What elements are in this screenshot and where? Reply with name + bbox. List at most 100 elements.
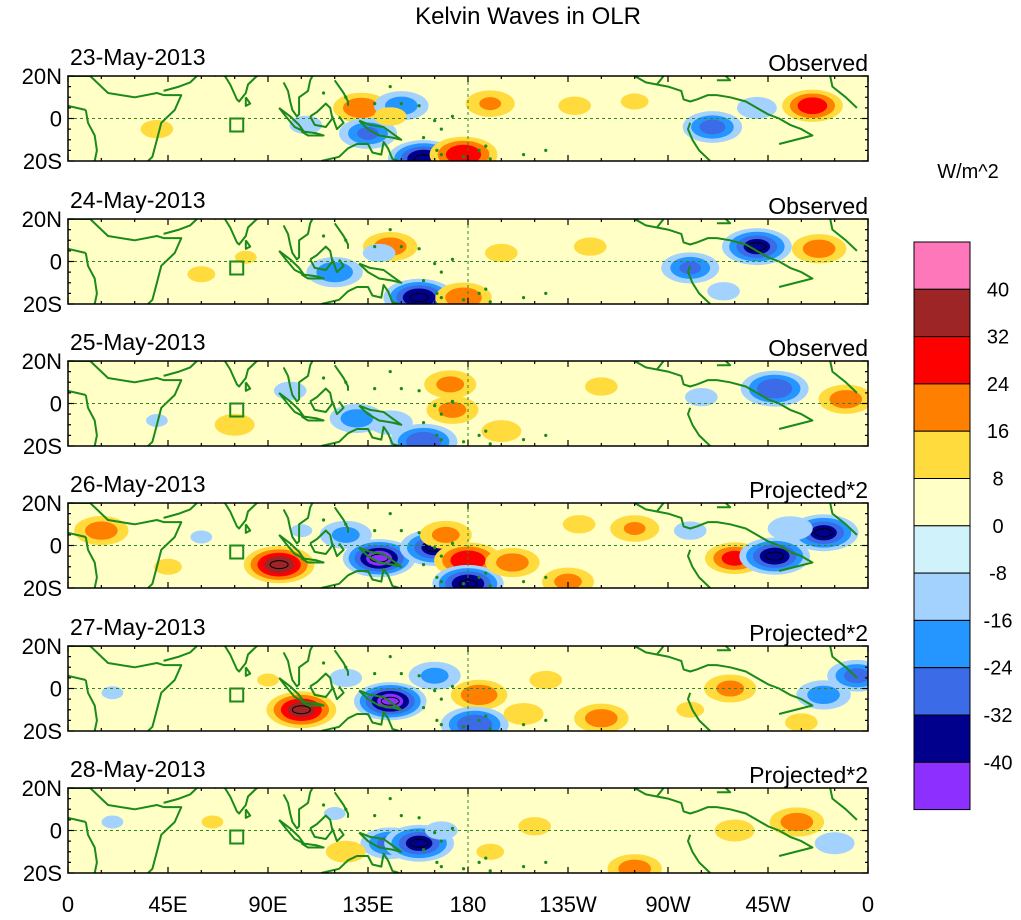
y-tick-label: 20S (23, 576, 62, 601)
island (488, 584, 492, 588)
island (421, 136, 426, 140)
coastline (300, 415, 325, 422)
panel-ticks (67, 645, 869, 732)
panel-mode-label: Observed (768, 335, 868, 361)
coastline (163, 503, 198, 519)
colorbar-swatch (913, 288, 971, 338)
island (388, 85, 392, 89)
coastline (214, 788, 261, 815)
coastline (331, 685, 345, 701)
coastline (309, 387, 334, 413)
island (321, 518, 326, 522)
coastline (68, 104, 87, 111)
island (373, 102, 377, 106)
anomaly-contour (676, 701, 705, 718)
continent-outlines (68, 646, 858, 731)
island (439, 723, 443, 727)
anomaly-contour (214, 413, 255, 436)
colorbar-units-label: W/m^2 (937, 161, 999, 183)
contour-line (409, 293, 429, 303)
anomaly-contour (757, 378, 793, 399)
coastline (300, 557, 325, 564)
coastline (282, 503, 314, 545)
y-tick-label: 20N (22, 634, 62, 659)
island (321, 661, 326, 665)
coastline (68, 247, 87, 254)
coastline (300, 842, 325, 849)
anomaly-contour (743, 238, 771, 255)
anomaly-contour (290, 524, 313, 538)
anomaly-contour (331, 526, 360, 543)
island (450, 684, 455, 688)
coastline (68, 531, 87, 538)
island (421, 279, 426, 283)
anomaly-contour (476, 843, 505, 860)
y-tick-label: 20S (23, 292, 62, 317)
island (484, 856, 488, 860)
island (484, 287, 488, 291)
y-tick-label: 20S (23, 719, 62, 744)
y-tick-label: 0 (50, 250, 62, 275)
coastline (716, 219, 732, 225)
chart-title: Kelvin Waves in OLR (415, 3, 641, 30)
panel-4: 20N 0 20S 26-May-2013 Projected*2 (22, 471, 869, 601)
coastline (829, 361, 858, 394)
contour-line (269, 560, 289, 570)
colorbar: W/m^2 40 32 24 16 8 0 -8 -16 -24 -32 -40 (913, 161, 1013, 811)
coastline (656, 795, 814, 857)
island (321, 234, 326, 238)
island (450, 826, 455, 830)
x-tick-label: 0 (862, 892, 874, 917)
coastline (687, 407, 711, 446)
x-tick-label: 45W (745, 892, 790, 917)
coastline (687, 265, 711, 304)
colorbar-swatch (913, 241, 971, 290)
colorbar-swatch (913, 572, 971, 621)
panel-date-label: 27-May-2013 (70, 614, 206, 640)
anomaly-contour (405, 835, 433, 851)
panel-ticks (67, 787, 869, 874)
coastline (716, 788, 732, 794)
coastline (244, 523, 252, 534)
coastline (68, 674, 87, 681)
panel-date-label: 25-May-2013 (70, 329, 206, 355)
coastline (321, 140, 400, 161)
coastline (214, 503, 261, 530)
coastline (656, 653, 814, 715)
y-tick-label: 0 (50, 534, 62, 559)
colorbar-label: -16 (984, 610, 1013, 632)
continent-outlines (68, 361, 858, 446)
island (344, 522, 348, 526)
coastline (309, 529, 334, 555)
anomaly-contour (343, 97, 380, 119)
anomaly-contour (573, 237, 607, 256)
coastline (829, 219, 858, 252)
coastline (68, 646, 183, 731)
coastline (333, 79, 349, 106)
island (521, 438, 526, 442)
island (439, 412, 443, 416)
island (435, 860, 439, 864)
contour-line (380, 696, 400, 706)
island (388, 797, 392, 801)
anomaly-contour (554, 573, 582, 588)
anomaly-field (187, 228, 847, 304)
anomaly-contour (518, 817, 552, 836)
panel-ticks (67, 75, 869, 162)
island (544, 148, 548, 152)
island (344, 380, 348, 384)
island (439, 296, 443, 300)
colorbar-label: 16 (987, 421, 1009, 443)
island (477, 575, 481, 579)
coastline (282, 646, 314, 688)
island (477, 718, 481, 722)
island (433, 119, 437, 123)
island (488, 727, 492, 731)
island (417, 389, 421, 393)
island (461, 155, 466, 159)
coastline (358, 404, 403, 426)
coastline (358, 689, 403, 711)
y-tick-label: 20N (22, 491, 62, 516)
y-tick-label: 20N (22, 349, 62, 374)
anomaly-contour (767, 516, 813, 541)
